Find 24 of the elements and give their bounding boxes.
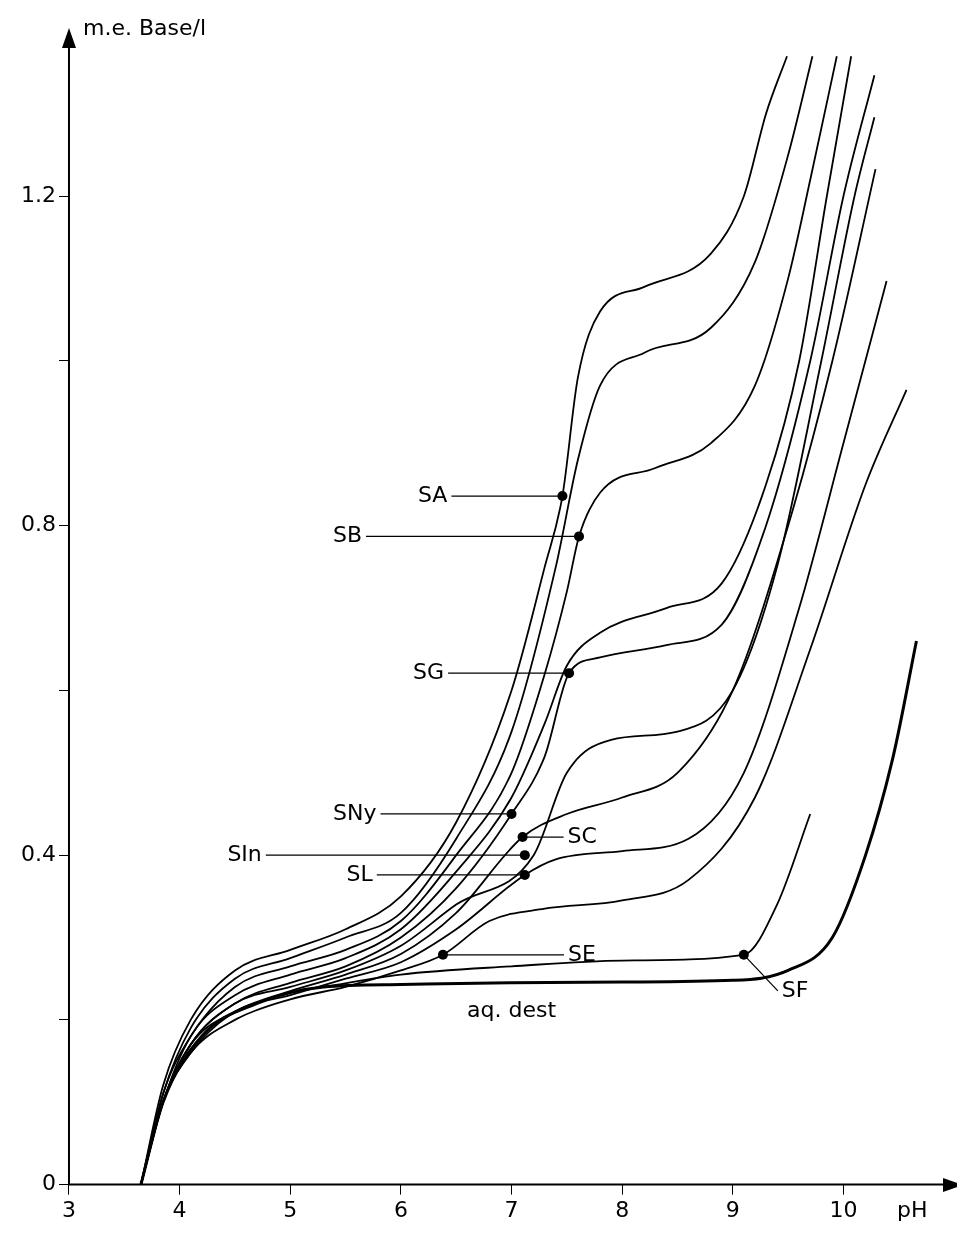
annotation: SF	[781, 976, 809, 1002]
x-tick-label: 4	[172, 1196, 187, 1222]
annotation: SB	[332, 522, 363, 548]
x-tick-label: 9	[725, 1196, 740, 1222]
annotation: SG	[413, 658, 445, 684]
annotation: SIn	[227, 840, 262, 866]
x-tick-label: 7	[504, 1196, 519, 1222]
x-tick-label: 10	[829, 1196, 858, 1222]
x-axis-title: pH	[897, 1197, 928, 1223]
y-tick-label: 0.4	[20, 840, 56, 866]
y-tick-label: 0.8	[20, 511, 56, 537]
x-tick-label: 3	[61, 1196, 76, 1222]
annotation: SE	[567, 940, 596, 966]
y-tick-label: 1.2	[20, 181, 56, 207]
y-tick-label: 0	[41, 1170, 56, 1196]
annotation: SC	[567, 822, 597, 848]
annotation: SNy	[333, 799, 377, 825]
y-axis-title: m.e. Base/l	[82, 14, 207, 40]
annotation: aq. dest	[467, 996, 557, 1022]
annotation: SL	[346, 860, 374, 886]
x-tick-label: 5	[283, 1196, 298, 1222]
x-tick-label: 6	[393, 1196, 408, 1222]
x-tick-label: 8	[615, 1196, 630, 1222]
annotation: SA	[417, 481, 448, 507]
